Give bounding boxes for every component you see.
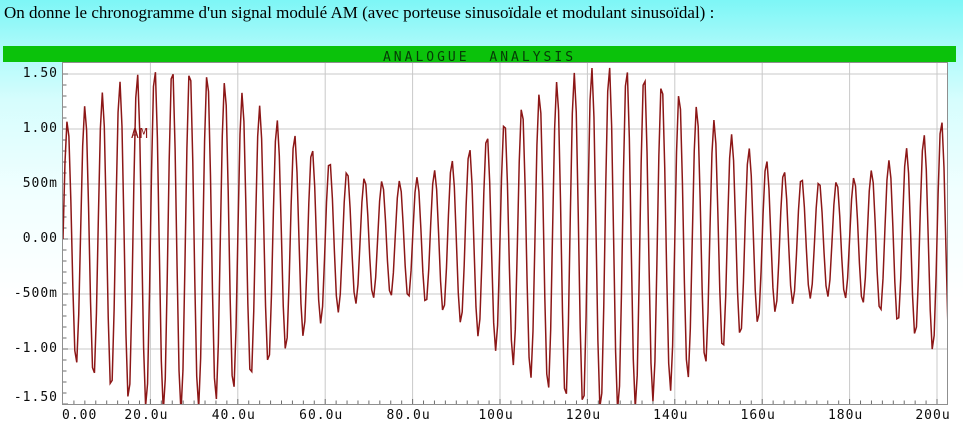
- x-tick-label: 60.0u: [299, 408, 344, 423]
- x-tick-label: 180u: [827, 408, 864, 423]
- x-tick-label: 140u: [653, 408, 689, 423]
- am-waveform-chart: [63, 63, 947, 404]
- y-tick-label: 500m: [22, 176, 58, 191]
- x-tick-label: 0.00: [62, 408, 98, 423]
- oscillogram-plot-area: AM: [62, 62, 948, 405]
- y-tick-label: -1.50: [13, 390, 58, 405]
- x-tick-label: 120u: [565, 408, 602, 423]
- x-tick-label: 160u: [740, 408, 776, 423]
- am-waveform-trace: [63, 67, 947, 404]
- y-tick-label: 1.50: [22, 66, 58, 81]
- y-tick-label: 0.00: [22, 231, 58, 246]
- analysis-header-label: ANALOGUE ANALYSIS: [382, 50, 577, 65]
- analysis-header-bar: ANALOGUE ANALYSIS: [3, 46, 956, 65]
- x-tick-label: 40.0u: [211, 408, 256, 423]
- y-tick-label: 1.00: [22, 121, 58, 136]
- x-tick-label: 80.0u: [386, 408, 431, 423]
- page-title: On donne le chronogramme d'un signal mod…: [4, 3, 715, 22]
- y-tick-label: -1.00: [13, 341, 58, 356]
- x-tick-label: 100u: [478, 408, 514, 423]
- trace-label-am: AM: [131, 127, 149, 142]
- x-tick-label: 20.0u: [124, 408, 169, 423]
- x-tick-label: 200u: [915, 408, 951, 423]
- y-tick-label: -500m: [13, 286, 58, 301]
